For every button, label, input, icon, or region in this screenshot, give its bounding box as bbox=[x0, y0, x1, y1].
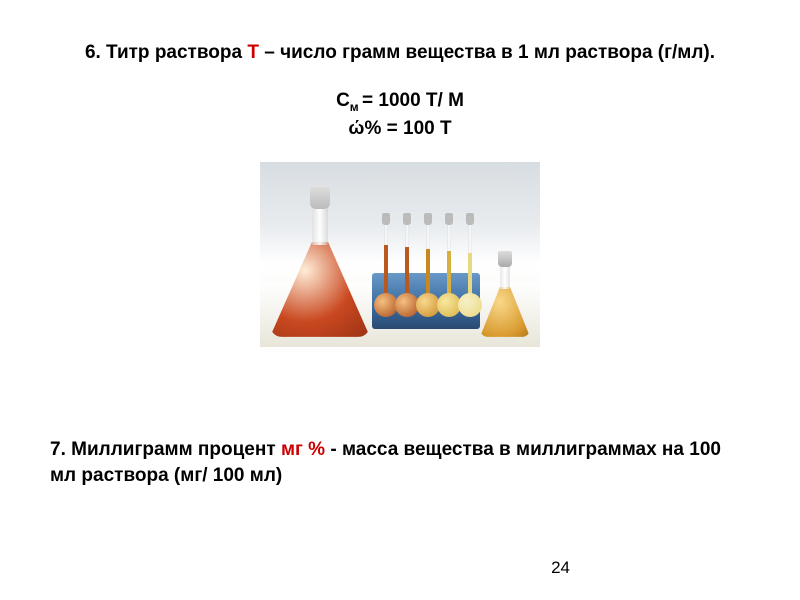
small-flask-stopper bbox=[498, 251, 512, 267]
formula-line-2: ώ% = 100 Т bbox=[50, 115, 750, 144]
small-flask-neck bbox=[500, 265, 510, 289]
large-flask-body bbox=[270, 242, 370, 337]
chemistry-image-container bbox=[50, 162, 750, 347]
formula-block: См = 1000 Т/ М ώ% = 100 Т bbox=[50, 87, 750, 144]
chemistry-image bbox=[260, 162, 540, 347]
small-flask-body bbox=[480, 287, 530, 337]
formula-eq1: = 1000 Т/ М bbox=[362, 90, 464, 111]
section-7-text: 7. Миллиграмм процент мг % - масса вещес… bbox=[50, 437, 750, 490]
formula-sub-m: м bbox=[350, 99, 362, 113]
section-6-heading: 6. Титр раствора Т – число грамм веществ… bbox=[50, 40, 750, 67]
large-flask-neck bbox=[312, 207, 328, 245]
section-6-suffix: – число грамм вещества в 1 мл раствора (… bbox=[259, 42, 715, 63]
section-6-prefix: 6. Титр раствора bbox=[85, 42, 247, 63]
large-flask-stopper bbox=[310, 187, 330, 209]
formula-c: С bbox=[336, 90, 350, 111]
section-7-prefix: 7. Миллиграмм процент bbox=[50, 439, 281, 460]
section-7-symbol: мг % bbox=[281, 439, 325, 460]
large-flask bbox=[270, 182, 370, 337]
small-flask bbox=[480, 247, 530, 337]
page-number: 24 bbox=[551, 558, 570, 578]
formula-line-1: См = 1000 Т/ М bbox=[50, 87, 750, 116]
volumetric-flask-5 bbox=[458, 207, 482, 317]
section-6-symbol: Т bbox=[247, 42, 259, 63]
